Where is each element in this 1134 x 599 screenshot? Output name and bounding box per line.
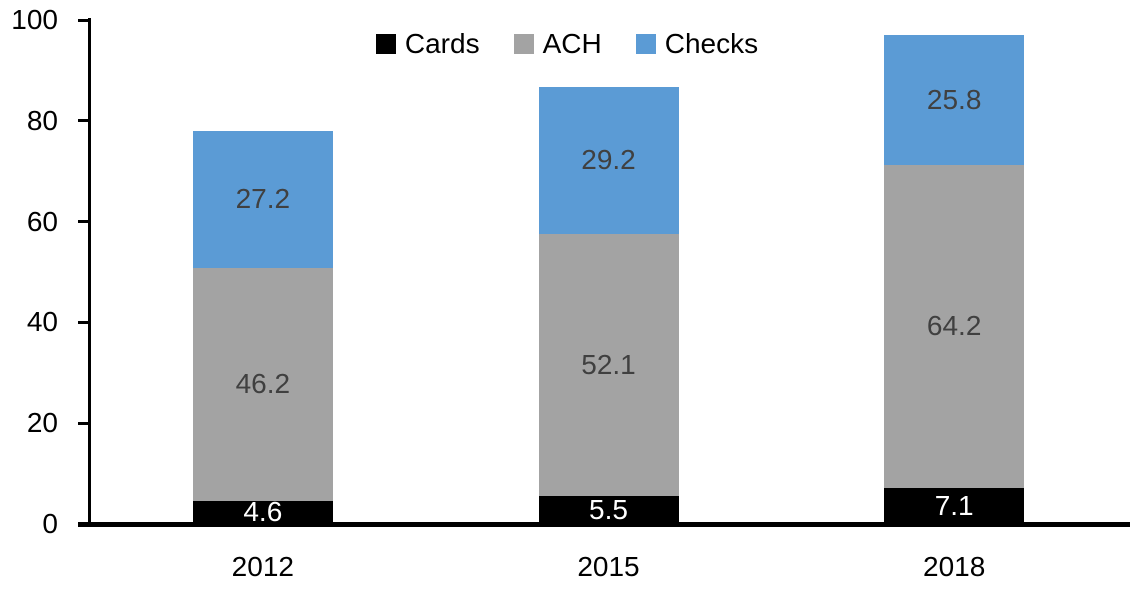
- bar-segment-ach-2012: [192, 267, 333, 501]
- legend-item-label: Checks: [664, 28, 759, 59]
- x-axis-label-2015: 2015: [577, 551, 640, 582]
- data-label-checks-2018: 25.8: [926, 83, 982, 115]
- legend-marker-icon: [513, 34, 534, 54]
- data-label-cards-2012: 4.6: [243, 496, 283, 528]
- data-label-cards-2018: 7.1: [934, 490, 974, 522]
- bar-segment-cards-2012: [192, 500, 333, 524]
- legend: Cards ACH Checks: [0, 30, 1134, 58]
- y-axis-tick: [78, 18, 91, 22]
- y-axis-tick-label: 60: [26, 205, 58, 237]
- bar-segment-cards-2015: [538, 496, 679, 524]
- legend-item-ach: ACH: [513, 28, 602, 59]
- x-axis-line: [78, 522, 1130, 527]
- y-axis-tick: [78, 220, 91, 224]
- data-label-checks-2012: 27.2: [235, 183, 291, 215]
- y-axis-tick: [78, 421, 91, 425]
- x-axis-label-2012: 2012: [231, 551, 294, 582]
- data-label-checks-2015: 29.2: [581, 144, 636, 176]
- data-label-ach-2015: 52.1: [581, 348, 636, 380]
- legend-marker-icon: [635, 34, 656, 54]
- y-axis-tick-label: 20: [26, 407, 58, 439]
- y-axis-line: [88, 18, 91, 527]
- y-axis-tick-label: 80: [26, 104, 58, 136]
- legend-item-label: Cards: [404, 28, 480, 59]
- y-axis-tick: [78, 119, 91, 123]
- data-label-cards-2015: 5.5: [589, 494, 628, 526]
- y-axis-tick: [78, 522, 91, 526]
- bar-segment-checks-2012: [192, 130, 333, 268]
- y-axis-tick: [78, 320, 91, 324]
- bar-segment-ach-2018: [884, 164, 1025, 489]
- data-label-ach-2018: 64.2: [926, 310, 982, 342]
- legend-marker-icon: [375, 34, 396, 54]
- bar-segment-checks-2015: [538, 86, 679, 234]
- legend-item-label: ACH: [542, 28, 602, 59]
- legend-item-cards: Cards: [375, 28, 480, 59]
- x-axis-label-2018: 2018: [923, 551, 986, 582]
- data-label-ach-2012: 46.2: [235, 368, 291, 400]
- bar-segment-checks-2018: [884, 34, 1025, 165]
- y-axis-tick-label: 40: [26, 306, 58, 338]
- y-axis-tick-label: 0: [42, 508, 58, 539]
- bar-segment-cards-2018: [884, 488, 1025, 524]
- bar-segment-ach-2015: [538, 233, 679, 497]
- legend-item-checks: Checks: [635, 28, 759, 59]
- y-axis-tick-label: 100: [11, 4, 58, 35]
